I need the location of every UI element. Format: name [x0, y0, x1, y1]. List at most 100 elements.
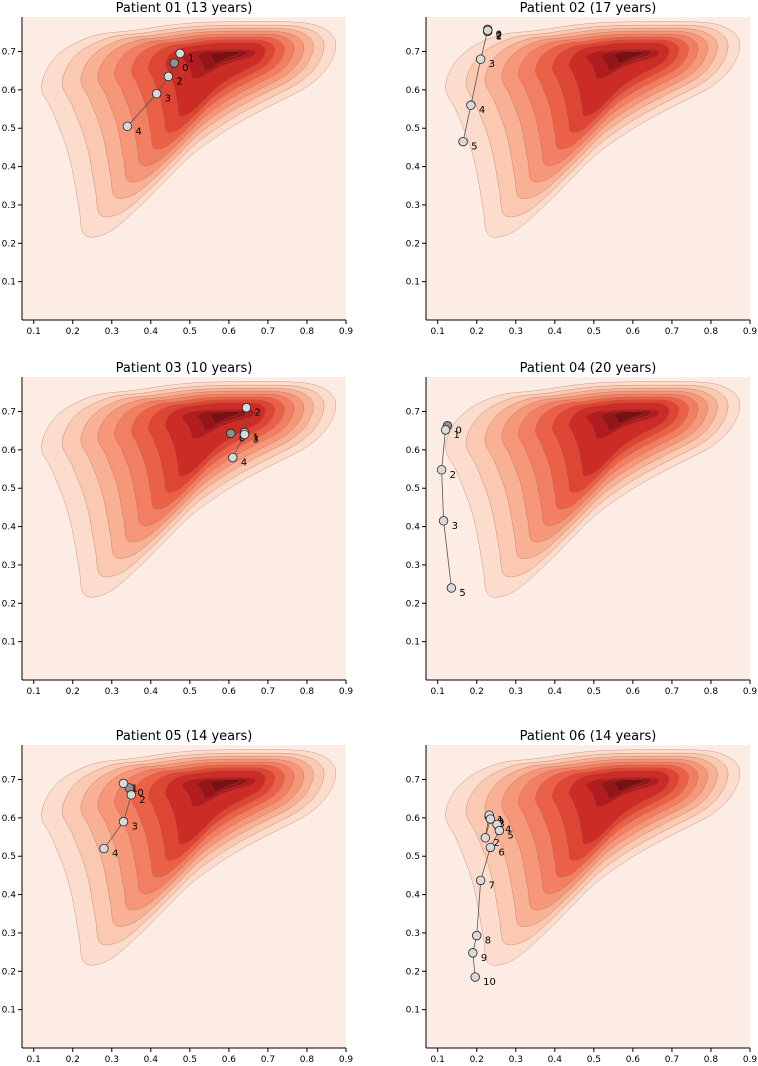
y-tick-label: 0.2 [2, 599, 16, 609]
x-tick-label: 0.7 [261, 327, 275, 337]
point-label: 8 [485, 936, 491, 947]
x-tick-label: 0.5 [183, 687, 197, 697]
point-label: 3 [131, 822, 137, 833]
trajectory-point [163, 71, 174, 82]
point-label: 1 [188, 53, 194, 64]
x-tick-label: 0.4 [548, 1055, 563, 1062]
point-label: 2 [254, 408, 260, 419]
trajectory-point [241, 402, 252, 413]
density-contours [41, 381, 337, 598]
x-tick-label: 0.1 [27, 1055, 41, 1062]
trajectory-point [480, 833, 491, 843]
point-label: 0 [496, 29, 502, 40]
point-label: 0 [455, 426, 461, 437]
density-level-11 [209, 51, 240, 64]
point-label: 10 [483, 977, 496, 988]
y-tick-label: 0.1 [406, 638, 420, 648]
x-tick-label: 0.5 [587, 687, 601, 697]
x-tick-label: 0.8 [300, 327, 315, 337]
trajectory-point [118, 778, 129, 789]
point-label: 3 [253, 435, 259, 446]
y-tick-label: 0.5 [406, 124, 420, 134]
trajectory-point [175, 48, 185, 59]
y-tick-label: 0.3 [406, 561, 420, 571]
point-label: 2 [139, 795, 145, 806]
y-tick-label: 0.5 [406, 852, 420, 862]
density-level-11 [613, 411, 644, 424]
x-tick-label: 0.1 [27, 687, 41, 697]
point-label: 2 [176, 76, 182, 87]
y-tick-label: 0.7 [2, 48, 16, 58]
x-tick-label: 0.5 [183, 1055, 197, 1062]
point-label: 4 [505, 824, 511, 835]
point-label: 3 [452, 521, 458, 532]
density-contours [445, 21, 741, 238]
y-tick-label: 0.1 [406, 1006, 420, 1016]
trajectory-point [226, 428, 236, 439]
density-contours [445, 381, 741, 598]
x-tick-label: 0.7 [665, 1055, 679, 1062]
y-tick-label: 0.3 [2, 201, 16, 211]
y-tick-label: 0.7 [406, 408, 420, 418]
x-tick-label: 0.3 [509, 327, 523, 337]
chart-panel-4: 0.1 0.2 0.3 0.4 0.5 0.6 0.7 0.8 0.9 0.1 0.2 0.3 0.4 0… [406, 361, 758, 697]
x-tick-label: 0.5 [587, 327, 601, 337]
point-label: 6 [498, 847, 504, 858]
x-tick-label: 0.9 [339, 1055, 354, 1062]
y-tick-label: 0.6 [406, 86, 421, 96]
y-tick-label: 0.5 [2, 484, 16, 494]
y-tick-label: 0.6 [2, 86, 17, 96]
x-tick-label: 0.4 [144, 687, 159, 697]
point-label: 0 [137, 788, 143, 799]
y-tick-label: 0.2 [2, 239, 16, 249]
chart-title: Patient 05 (14 years) [116, 729, 253, 744]
x-tick-label: 0.2 [470, 327, 484, 337]
y-tick-label: 0.7 [406, 776, 420, 786]
trajectory-point [440, 425, 451, 435]
point-label: 3 [165, 94, 171, 105]
y-tick-label: 0.2 [406, 239, 420, 249]
trajectory-point [438, 516, 449, 526]
trajectory-point [494, 825, 505, 836]
x-tick-label: 0.5 [587, 1055, 601, 1062]
point-label: 1 [454, 430, 460, 441]
trajectory-point [239, 429, 250, 440]
x-tick-label: 0.8 [300, 1055, 315, 1062]
trajectory-point [446, 583, 457, 593]
x-tick-label: 0.2 [66, 1055, 80, 1062]
x-tick-label: 0.8 [704, 687, 719, 697]
x-tick-label: 0.7 [261, 1055, 275, 1062]
density-contours [41, 21, 337, 238]
x-tick-label: 0.2 [470, 1055, 484, 1062]
density-level-11 [613, 779, 644, 792]
point-label: 2 [496, 30, 502, 41]
x-tick-label: 0.3 [509, 1055, 523, 1062]
y-tick-label: 0.1 [2, 638, 16, 648]
trajectory-point [475, 875, 486, 886]
y-tick-label: 0.4 [406, 163, 421, 173]
chart-panel-1: 0.1 0.2 0.3 0.4 0.5 0.6 0.7 0.8 0.9 0.1 0.2 0.3 0.4 0… [2, 1, 354, 337]
y-tick-label: 0.4 [2, 523, 17, 533]
y-tick-label: 0.4 [406, 523, 421, 533]
trajectory-point [458, 136, 468, 147]
y-tick-label: 0.4 [406, 891, 421, 901]
x-tick-label: 0.8 [300, 687, 315, 697]
x-tick-label: 0.4 [548, 327, 563, 337]
point-label: 5 [459, 588, 465, 599]
x-tick-label: 0.6 [222, 1055, 237, 1062]
y-tick-label: 0.6 [2, 814, 17, 824]
point-label: 5 [471, 142, 477, 153]
chart-title: Patient 04 (20 years) [520, 361, 657, 376]
chart-panel-2: 0.1 0.2 0.3 0.4 0.5 0.6 0.7 0.8 0.9 0.1 0.2 0.3 0.4 0… [406, 1, 758, 337]
y-tick-label: 0.1 [2, 1006, 16, 1016]
x-tick-label: 0.3 [105, 687, 119, 697]
y-tick-label: 0.7 [2, 408, 16, 418]
trajectory-point [485, 842, 496, 853]
chart-panel-3: 0.1 0.2 0.3 0.4 0.5 0.6 0.7 0.8 0.9 0.1 0.2 0.3 0.4 0… [2, 361, 354, 697]
x-tick-label: 0.5 [183, 327, 197, 337]
point-label: 2 [450, 470, 456, 481]
density-level-11 [613, 51, 644, 64]
x-tick-label: 0.4 [144, 1055, 159, 1062]
